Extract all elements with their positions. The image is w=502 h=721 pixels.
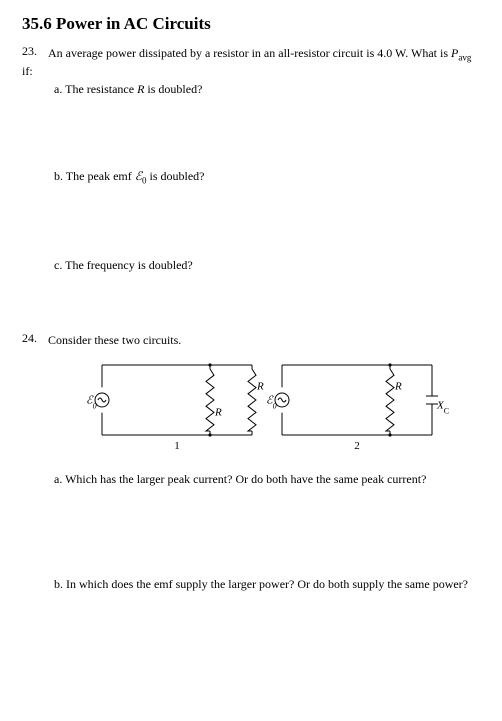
section-title: 35.6 Power in AC Circuits: [22, 14, 480, 34]
q23a-pre: a. The resistance: [54, 82, 137, 96]
circuit-diagrams: RRℰ01XC = RRℰ02: [82, 355, 480, 470]
svg-text:1: 1: [174, 440, 180, 452]
q23b-pre: b. The peak emf: [54, 169, 135, 183]
svg-text:R: R: [214, 406, 222, 418]
q24b: b. In which does the emf supply the larg…: [54, 577, 480, 592]
svg-text:2: 2: [354, 440, 360, 452]
q23c: c. The frequency is doubled?: [54, 258, 480, 273]
q23a: a. The resistance R is doubled?: [54, 82, 480, 97]
svg-text:ℰ0: ℰ0: [86, 394, 97, 410]
svg-text:XC = R: XC = R: [436, 399, 452, 415]
q24-number: 24.: [22, 331, 44, 346]
q24: 24. Consider these two circuits.: [22, 331, 480, 349]
q23-text-pre: An average power dissipated by a resisto…: [48, 46, 451, 60]
q23-text: An average power dissipated by a resisto…: [22, 46, 471, 78]
q23-text-post: if:: [22, 64, 33, 78]
q23b-post: is doubled?: [147, 169, 205, 183]
q23b-sym: ℰ: [135, 169, 142, 183]
svg-text:R: R: [256, 380, 264, 392]
svg-text:ℰ0: ℰ0: [266, 394, 277, 410]
q23-sub: avg: [458, 52, 471, 62]
q24-text: Consider these two circuits.: [48, 333, 181, 347]
q24a: a. Which has the larger peak current? Or…: [54, 472, 480, 487]
q23: 23. An average power dissipated by a res…: [22, 44, 480, 97]
q23-number: 23.: [22, 44, 44, 59]
svg-text:R: R: [394, 380, 402, 392]
q23a-post: is doubled?: [144, 82, 202, 96]
q23b: b. The peak emf ℰ0 is doubled?: [54, 169, 480, 185]
